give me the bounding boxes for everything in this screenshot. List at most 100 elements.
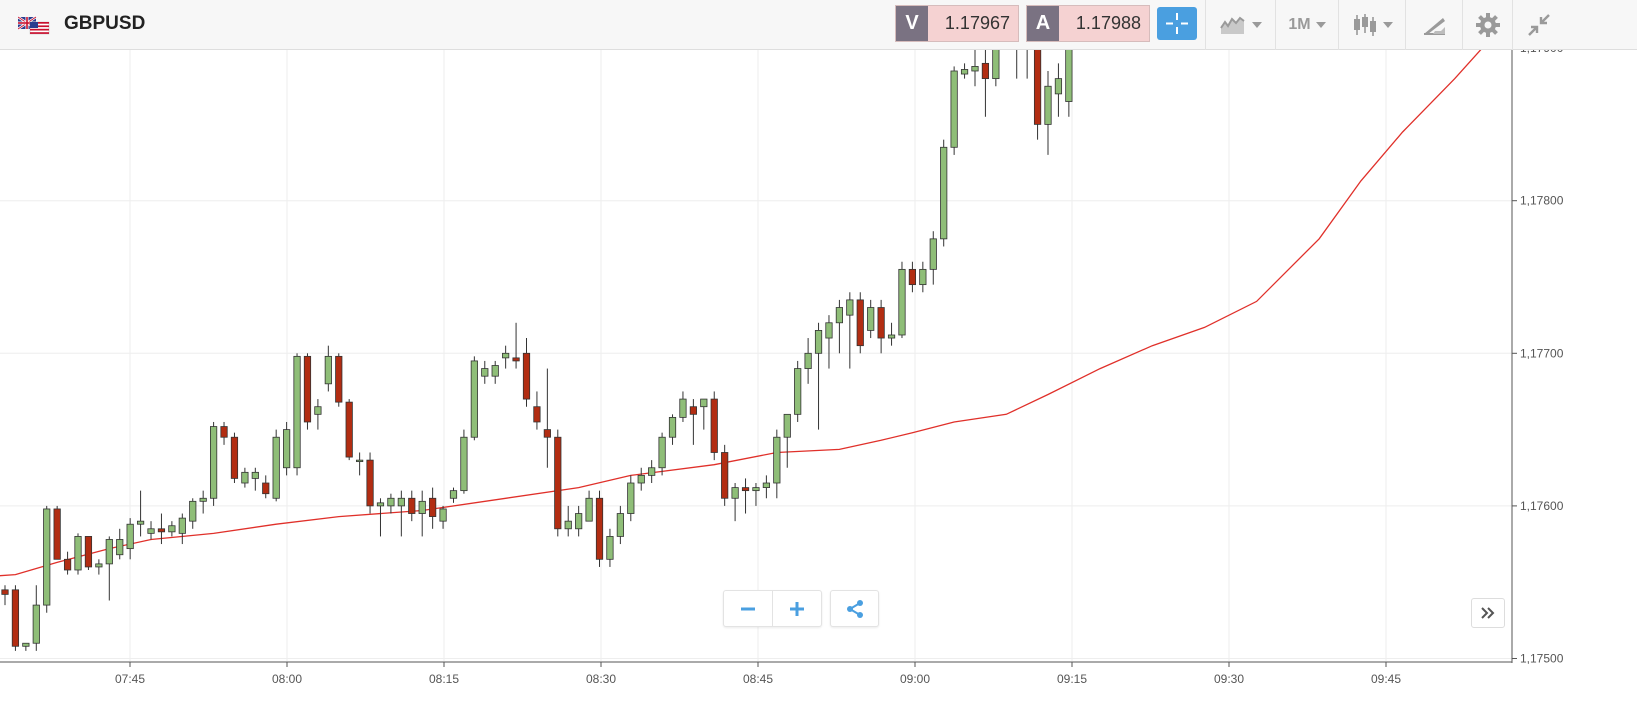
candle-body-down [554, 436, 562, 530]
bid-value: 1.17967 [928, 6, 1018, 41]
candle [283, 421, 291, 476]
candle-body-up [314, 406, 322, 415]
candle [502, 345, 510, 369]
share-button[interactable] [830, 590, 879, 627]
candle [522, 338, 531, 407]
candle [783, 413, 791, 468]
candle-body-up [700, 398, 708, 408]
candle-body-up [950, 70, 958, 148]
candle [178, 513, 186, 545]
candle-body-up [1054, 78, 1063, 95]
candle-body-up [95, 563, 103, 568]
bid-price-button[interactable]: V 1.17967 [895, 5, 1019, 42]
candle-body-up [32, 604, 40, 644]
candle [11, 585, 20, 651]
candle [940, 139, 948, 247]
candle-body-up [960, 69, 969, 75]
candle [919, 261, 927, 293]
candle [63, 551, 72, 575]
candle [397, 490, 405, 537]
ask-price-button[interactable]: A 1.17988 [1026, 5, 1150, 42]
instrument-symbol: GBPUSD [64, 13, 146, 34]
candle-body-down [981, 62, 990, 80]
candle [429, 487, 437, 529]
candle-body-up [324, 355, 332, 385]
candle-body-up [136, 520, 145, 525]
candle [595, 490, 604, 567]
candle-body-up [783, 413, 791, 438]
candle [32, 585, 40, 651]
candle-body-up [731, 487, 739, 499]
candle-body-up [658, 436, 666, 469]
price-chart[interactable]: 07:45 08:00 08:15 08:30 08:45 09:00 09:15 09:30… [0, 50, 1637, 725]
candle-body-up [491, 365, 499, 377]
candle [575, 505, 583, 537]
candle-body-up [814, 330, 823, 354]
candle-body-up [105, 539, 113, 565]
candle [230, 432, 239, 484]
flag-uk-us-icon [18, 16, 50, 35]
candle [1044, 70, 1052, 155]
zoom-in-button[interactable] [772, 591, 821, 626]
chart-type-dropdown[interactable] [1205, 0, 1275, 50]
timeframe-dropdown[interactable]: 1M [1275, 0, 1338, 50]
candle-body-up [752, 487, 760, 492]
x-tick-label: 09:45 [1371, 672, 1401, 686]
candle-body-up [575, 513, 583, 530]
candle [835, 299, 844, 354]
candle-body-up [898, 268, 906, 336]
bid-label: V [896, 6, 928, 41]
candle [449, 487, 458, 503]
candle [679, 391, 687, 422]
timeframe-label: 1M [1288, 16, 1311, 33]
candle-body-up [502, 352, 510, 359]
candle-body-up [887, 334, 896, 339]
candle [314, 399, 322, 430]
candle-body-up [679, 398, 687, 418]
candle-body-down [543, 429, 551, 438]
candle [209, 421, 218, 506]
candle [731, 483, 739, 522]
candle [616, 505, 624, 545]
scroll-to-latest-button[interactable] [1471, 598, 1505, 628]
candle [272, 429, 280, 502]
candle [971, 50, 979, 87]
candle-style-dropdown[interactable] [1338, 0, 1405, 50]
y-tick-label: 1,17700 [1520, 346, 1564, 360]
zoom-out-button[interactable] [724, 591, 772, 626]
candle-body-up [168, 525, 176, 533]
settings-button[interactable] [1462, 0, 1512, 50]
candle-body-up [929, 238, 937, 270]
candle-body-down [721, 452, 729, 499]
candle-body-up [22, 642, 30, 647]
candle [481, 360, 489, 384]
candle [470, 356, 478, 441]
candle-body-up [241, 471, 249, 484]
candle [136, 490, 145, 537]
drawing-tools-button[interactable] [1405, 0, 1462, 50]
candle-body-down [303, 355, 312, 423]
candle-body-up [940, 146, 948, 240]
candle-body-down [53, 508, 61, 560]
candle [867, 299, 875, 339]
candle [814, 322, 823, 430]
candlestick-icon [1353, 14, 1376, 36]
candle [356, 452, 364, 476]
y-tick-label: 1,17800 [1520, 194, 1564, 208]
candle-body-up [116, 539, 124, 556]
candle-body-down [262, 482, 270, 495]
candle-body-up [376, 502, 385, 507]
candle [856, 292, 864, 354]
x-tick-label: 09:30 [1214, 672, 1244, 686]
collapse-button[interactable] [1512, 0, 1564, 50]
candle-body-up [199, 497, 207, 502]
x-tick-label: 08:00 [272, 672, 302, 686]
candle-body-up [283, 429, 291, 469]
candle-body-down [689, 406, 697, 415]
candle [929, 231, 937, 285]
crosshair-button[interactable] [1157, 7, 1197, 40]
candle [721, 444, 729, 506]
candle [710, 391, 718, 461]
candle-body-up [293, 355, 301, 469]
candle-body-up [481, 368, 489, 377]
